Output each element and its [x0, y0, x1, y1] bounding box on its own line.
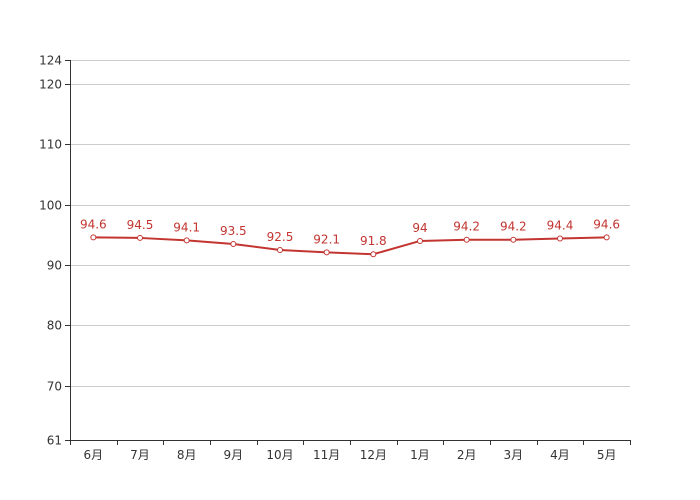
- x-tick-label: 10月: [266, 448, 293, 462]
- y-tick-label: 70: [47, 380, 62, 394]
- data-point: [557, 235, 563, 242]
- x-tick-label: 1月: [410, 448, 430, 462]
- x-tick-label: 3月: [504, 448, 524, 462]
- data-label: 94: [412, 221, 427, 235]
- x-tick-label: 4月: [550, 448, 570, 462]
- data-label: 92.5: [267, 230, 294, 244]
- x-tick-label: 11月: [313, 448, 340, 462]
- data-point: [417, 237, 423, 244]
- series-line: [93, 236, 607, 256]
- x-tick-label: 2月: [457, 448, 477, 462]
- data-label: 94.1: [173, 220, 200, 234]
- data-labels: 94.6 94.5 94.1 93.5 92.5 92.1 91.8 94 94.2 94.2 94…: [80, 217, 620, 248]
- data-point: [277, 247, 283, 253]
- x-tick-label: 6月: [84, 448, 104, 462]
- data-label: 91.8: [360, 234, 387, 248]
- y-tick-label: 100: [39, 199, 62, 213]
- data-point: [183, 237, 190, 244]
- data-label: 92.1: [313, 232, 340, 246]
- series-line-group: [93, 236, 607, 256]
- data-label: 94.6: [593, 217, 620, 231]
- data-label: 93.5: [220, 224, 247, 238]
- x-tick-label: 8月: [177, 448, 197, 462]
- data-point: [323, 249, 330, 256]
- data-point: [230, 240, 237, 247]
- data-point: [137, 234, 143, 241]
- y-tick-label: 120: [39, 78, 62, 92]
- data-label: 94.6: [80, 217, 107, 231]
- data-label: 94.2: [453, 220, 480, 234]
- y-tick-label: 61: [47, 434, 62, 448]
- x-tick-label: 9月: [224, 448, 244, 462]
- x-tick-label: 7月: [130, 448, 150, 462]
- data-point: [510, 236, 517, 243]
- data-label: 94.4: [547, 219, 574, 233]
- grid-lines: [70, 60, 630, 441]
- data-points: [90, 234, 610, 258]
- y-tick-label: 80: [47, 319, 62, 333]
- y-tick-label: 124: [39, 54, 62, 68]
- axes: 61 70 80 90 100 110 120 124 6月 7月 8月 9月 10月 11月 12月 1月 2…: [39, 54, 631, 462]
- data-point: [370, 251, 377, 258]
- data-point: [603, 234, 610, 241]
- x-tick-label: 5月: [597, 448, 617, 462]
- x-tick-label: 12月: [360, 448, 387, 462]
- y-tick-label: 110: [39, 138, 62, 152]
- data-label: 94.2: [500, 220, 527, 234]
- data-point: [90, 234, 97, 241]
- y-tick-label: 90: [47, 259, 62, 273]
- data-label: 94.5: [127, 218, 154, 232]
- data-point: [463, 236, 470, 243]
